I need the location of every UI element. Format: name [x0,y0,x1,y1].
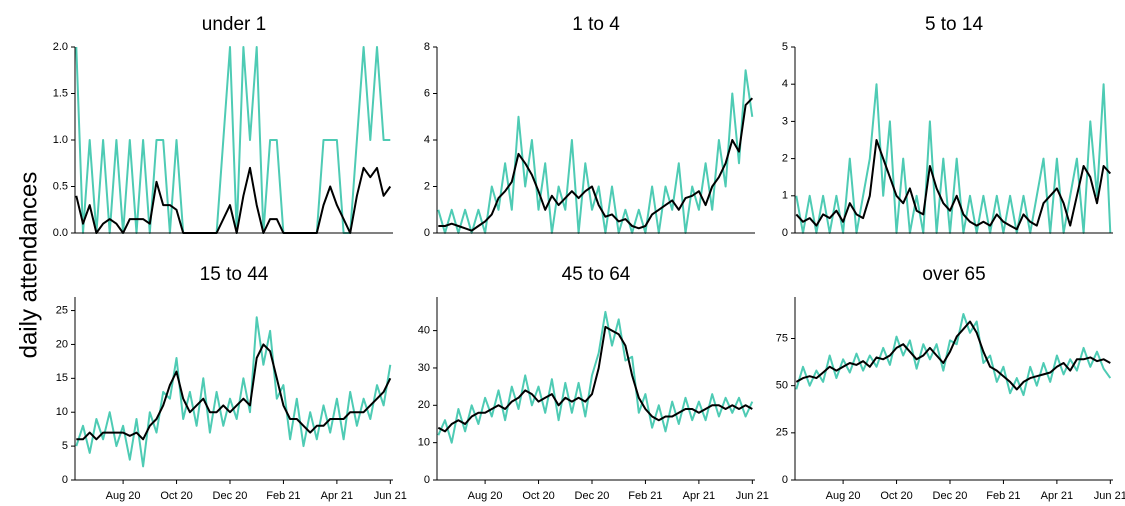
x-tick-label: Jun 21 [374,490,407,502]
x-tick-label: Feb 21 [628,490,662,502]
y-tick-label: 2 [424,180,430,192]
series-line [438,97,754,232]
y-tick-label: 4 [782,78,788,90]
x-tick-label: Dec 20 [213,490,248,502]
series-line [75,166,392,234]
x-tick-label: Jun 21 [1094,490,1125,502]
y-tick-label: 5 [782,41,788,53]
series-line [437,69,754,234]
y-tick-label: 2.0 [53,41,68,53]
x-tick-label: Apr 21 [1041,490,1073,502]
x-tick-label: Aug 20 [826,490,861,502]
series-line [437,325,753,433]
y-tick-label: 75 [776,332,788,344]
x-tick-label: Aug 20 [468,490,503,502]
y-tick-label: 5 [62,440,68,452]
panel-title: over 65 [922,264,985,285]
series-line [795,320,1111,391]
y-tick-label: 25 [776,427,788,439]
y-tick-label: 0 [782,474,788,486]
x-tick-label: Aug 20 [106,490,141,502]
series-line [795,83,1112,234]
x-tick-label: Oct 20 [522,490,554,502]
y-tick-label: 0.5 [53,180,68,192]
series-line [75,316,392,468]
panel-title: 45 to 64 [562,264,631,285]
series-line [795,139,1112,231]
y-tick-label: 0 [782,227,788,239]
x-tick-label: Oct 20 [880,490,912,502]
x-tick-label: Oct 20 [160,490,192,502]
y-tick-label: 2 [782,153,788,165]
x-tick-label: Apr 21 [683,490,715,502]
series-line [76,343,392,441]
panel-title: under 1 [202,14,266,35]
x-tick-label: Dec 20 [575,490,610,502]
y-tick-label: 50 [776,380,788,392]
x-tick-label: Apr 21 [321,490,353,502]
y-axis-label: daily attendances [15,172,42,359]
x-tick-label: Jun 21 [736,490,769,502]
x-tick-label: Feb 21 [986,490,1020,502]
y-tick-label: 1 [782,190,788,202]
y-tick-label: 10 [56,406,68,418]
y-tick-label: 0 [62,474,68,486]
y-tick-label: 3 [782,115,788,127]
y-tick-label: 8 [424,41,430,53]
y-tick-label: 25 [56,304,68,316]
x-tick-label: Feb 21 [266,490,300,502]
y-tick-label: 15 [56,372,68,384]
y-tick-label: 0.0 [53,227,68,239]
y-tick-label: 30 [418,362,430,374]
panel-title: 5 to 14 [925,14,984,35]
y-tick-label: 4 [424,134,430,146]
y-tick-label: 40 [418,325,430,337]
y-tick-label: 0 [424,227,430,239]
y-tick-label: 20 [56,338,68,350]
y-tick-label: 1.0 [53,134,68,146]
y-tick-label: 10 [418,437,430,449]
x-tick-label: Dec 20 [933,490,968,502]
y-tick-label: 0 [424,474,430,486]
y-tick-label: 6 [424,87,430,99]
panel-title: 1 to 4 [572,14,620,35]
series-line [75,46,391,234]
series-line [795,313,1112,397]
series-line [437,310,754,444]
y-tick-label: 1.5 [53,87,68,99]
y-tick-label: 20 [418,399,430,411]
panel-title: 15 to 44 [200,264,269,285]
